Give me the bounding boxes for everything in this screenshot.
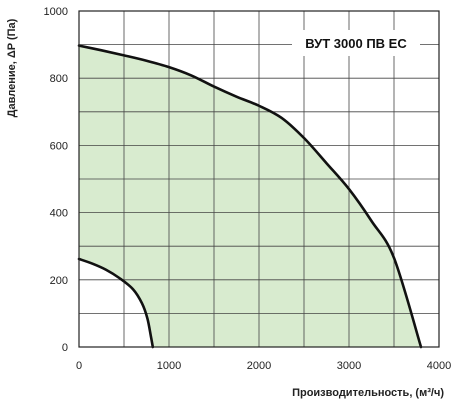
min-performance-curve [77, 257, 155, 349]
performance-area [79, 45, 421, 348]
y-tick-label: 600 [50, 140, 68, 152]
chart-title: ВУТ 3000 ПВ ЕС [305, 36, 407, 51]
plot-frame [78, 10, 440, 348]
y-tick-label: 800 [50, 73, 68, 85]
x-axis-title: Производительность, (м³/ч) [292, 387, 444, 399]
y-tick-label: 200 [50, 275, 68, 287]
chart-title-box [292, 30, 420, 56]
x-tick-labels: 0 1000 2000 3000 4000 [76, 360, 451, 372]
max-performance-curve [77, 44, 423, 349]
x-tick-label: 2000 [247, 360, 271, 372]
y-tick-label: 400 [50, 208, 68, 220]
y-axis-title: Давление, ΔP (Па) [6, 18, 18, 117]
operating-area-fill [79, 45, 421, 348]
x-tick-label: 3000 [337, 360, 361, 372]
x-tick-label: 0 [76, 360, 82, 372]
x-tick-label: 1000 [157, 360, 181, 372]
y-tick-labels: 0 200 400 600 800 1000 [44, 6, 68, 354]
curves [77, 44, 423, 349]
grid [79, 11, 439, 347]
plot-border [78, 10, 440, 348]
y-tick-label: 1000 [44, 6, 68, 18]
x-tick-label: 4000 [427, 360, 451, 372]
y-tick-label: 0 [62, 342, 68, 354]
